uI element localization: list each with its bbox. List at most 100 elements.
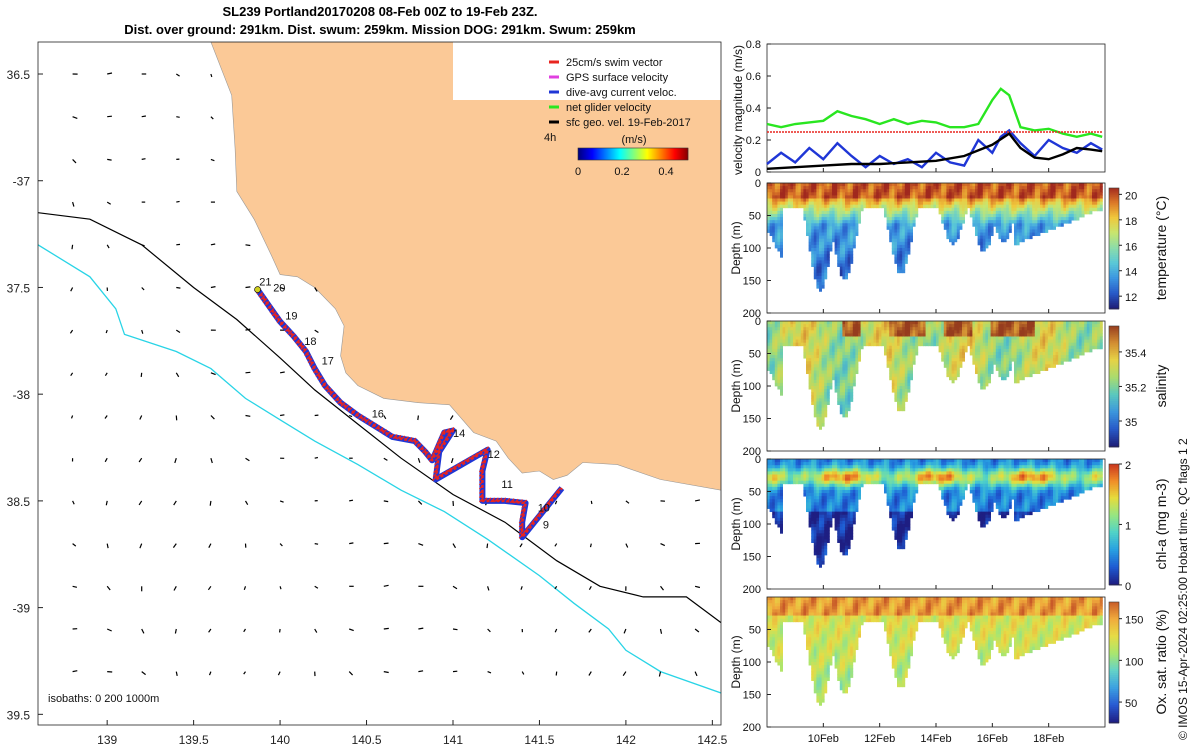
section-cell [858,192,861,196]
section-cell [1019,330,1023,334]
section-cell [1053,204,1056,209]
section-colorbar-cell [1109,356,1119,359]
section-cell [894,248,898,252]
section-cell [813,235,817,240]
section-colorbar-cell [1109,430,1119,434]
section-cell [1068,333,1072,337]
section-cell [1042,342,1046,347]
section-cell [829,342,833,347]
section-cell [780,204,783,209]
section-cell [1073,189,1077,193]
section-cell [982,361,986,365]
section-cell [1034,361,1038,365]
section-cell [1068,355,1072,359]
section-cell [834,223,838,227]
section-cell [811,260,815,264]
section-cell [928,327,932,331]
section-cell [881,327,885,331]
section-cell [803,189,807,193]
section-cell [769,195,773,199]
section-cell [1014,376,1017,381]
section-cell [842,204,846,209]
map-colorbar-cell [656,148,658,160]
section-cell [824,254,828,258]
section-cell [964,342,968,347]
section-cell [1021,189,1025,193]
section-cell [1089,342,1093,347]
swim-vector-tick [478,484,484,490]
swim-vector-tick [274,314,280,320]
section-cell [925,339,929,344]
section-cell [824,392,828,396]
section-cell [1034,220,1038,224]
swim-vector-tick [426,454,432,459]
section-cell [1063,351,1067,356]
section-cell [829,386,833,390]
section-cell [889,373,893,378]
section-cell [1027,220,1030,224]
section-cell [1053,195,1056,199]
section-cell [816,198,820,202]
section-cell [1073,336,1077,340]
section-cell [1094,186,1098,190]
section-cell [902,398,906,402]
section-cell [824,183,828,187]
geo-vel-arrow [174,628,177,634]
section-cell [769,465,773,469]
section-cell [946,373,950,378]
section-cell [897,342,900,347]
section-cell [845,373,848,378]
section-cell [928,330,932,334]
section-cell [873,198,877,202]
section-cell [816,232,820,237]
section-cell [886,361,890,365]
section-cell [816,195,820,199]
section-cell [1081,333,1085,337]
geo-vel-arrow [208,628,212,633]
section-cell [787,327,791,331]
section-cell [829,373,833,378]
section-cell [1016,192,1020,196]
section-cell [941,210,945,215]
section-cell [1045,204,1049,209]
section-cell [777,238,781,243]
section-cell [767,204,770,209]
section-cell [855,327,859,331]
section-cell [995,345,999,350]
section-cell [1053,321,1056,325]
section-cell [946,364,950,368]
section-cell [1094,207,1098,212]
section-cell [1016,217,1020,221]
section-cell [886,321,890,325]
section-cell [777,367,781,371]
section-cell [777,220,781,224]
swim-vector-tick [501,497,507,503]
section-cell [808,238,812,243]
section-cell [1076,330,1080,334]
section-cell [946,361,950,365]
section-cell [1042,333,1046,337]
section-cell [951,238,955,243]
section-cell [1050,223,1054,227]
section-cell [959,220,963,224]
section-cell [891,386,895,390]
section-colorbar-cell [1109,226,1119,229]
swim-vector-tick [481,459,486,464]
section-cell [811,235,815,240]
section-cell [889,324,893,328]
section-colorbar-cell [1109,270,1119,274]
section-y-tick-label: 0 [755,178,761,190]
section-cell [907,244,911,249]
section-cell [821,226,825,230]
section-cell [985,229,989,233]
map-colorbar-cell [593,148,595,160]
section-cell [832,195,835,199]
section-cell [886,226,890,230]
section-cell [923,195,926,199]
section-cell [907,235,911,240]
section-cell [1037,207,1041,212]
section-cell [780,229,783,233]
section-cell [850,235,854,240]
section-cell [808,351,812,356]
section-cell [847,229,851,233]
